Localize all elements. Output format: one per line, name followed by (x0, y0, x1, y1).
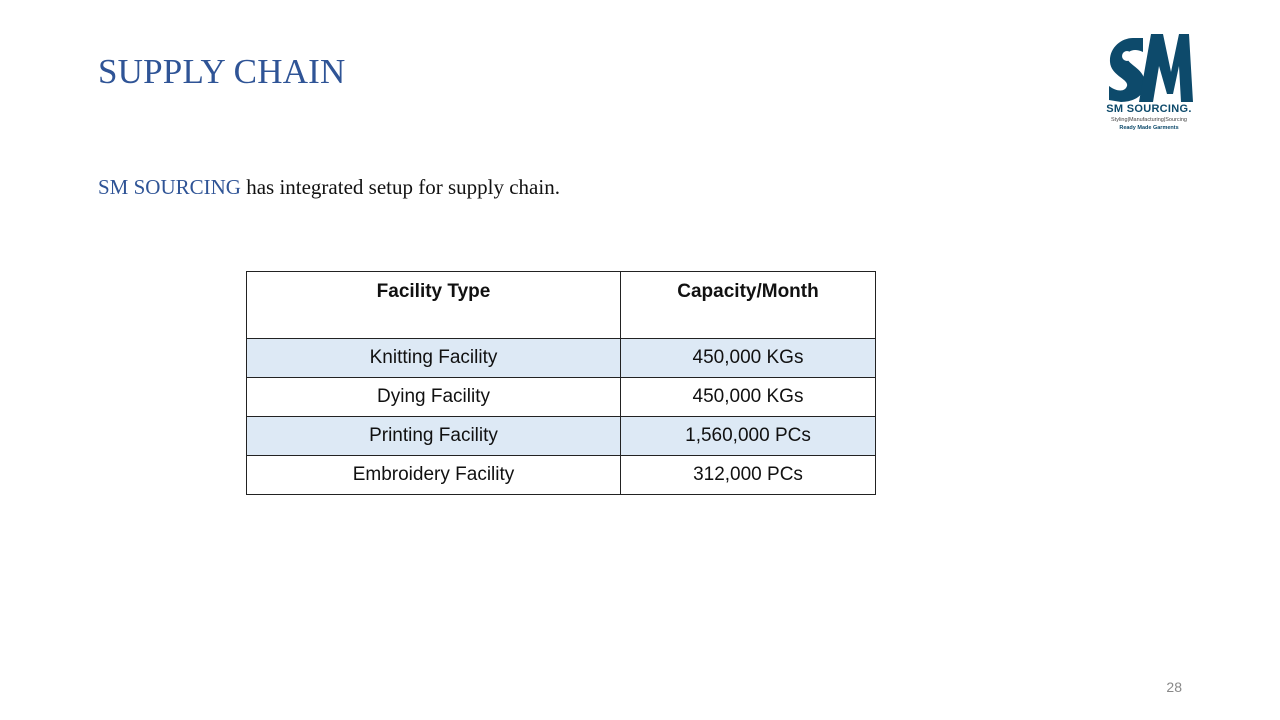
logo-tagline: Styling|Manufacturing|Sourcing (1111, 117, 1187, 123)
table-row: Printing Facility 1,560,000 PCs (246, 416, 876, 456)
header-facility-type: Facility Type (246, 271, 621, 339)
slide-title: SUPPLY CHAIN (98, 52, 346, 91)
page-number: 28 (1166, 679, 1182, 695)
header-capacity-month: Capacity/Month (620, 271, 876, 339)
company-logo: SM SOURCING. Styling|Manufacturing|Sourc… (1103, 32, 1195, 136)
capacity-cell: 312,000 PCs (620, 455, 876, 495)
table-row: Embroidery Facility 312,000 PCs (246, 455, 876, 495)
intro-body: has integrated setup for supply chain. (240, 175, 560, 199)
capacity-cell: 1,560,000 PCs (620, 416, 876, 456)
facility-cell: Embroidery Facility (246, 455, 621, 495)
sm-logo-mark-icon (1109, 34, 1193, 102)
facility-cell: Knitting Facility (246, 338, 621, 378)
table-row: Knitting Facility 450,000 KGs (246, 338, 876, 378)
table-row: Dying Facility 450,000 KGs (246, 377, 876, 417)
facility-cell: Printing Facility (246, 416, 621, 456)
logo-subline: Ready Made Garments (1119, 125, 1179, 131)
logo-wordmark: SM SOURCING. (1106, 103, 1192, 115)
capacity-cell: 450,000 KGs (620, 338, 876, 378)
capacity-cell: 450,000 KGs (620, 377, 876, 417)
capacity-table: Facility Type Capacity/Month Knitting Fa… (246, 271, 876, 495)
facility-cell: Dying Facility (246, 377, 621, 417)
intro-brand: SM SOURCING (98, 175, 241, 199)
table-header-row: Facility Type Capacity/Month (246, 271, 876, 339)
intro-text: SM SOURCING has integrated setup for sup… (98, 175, 560, 200)
